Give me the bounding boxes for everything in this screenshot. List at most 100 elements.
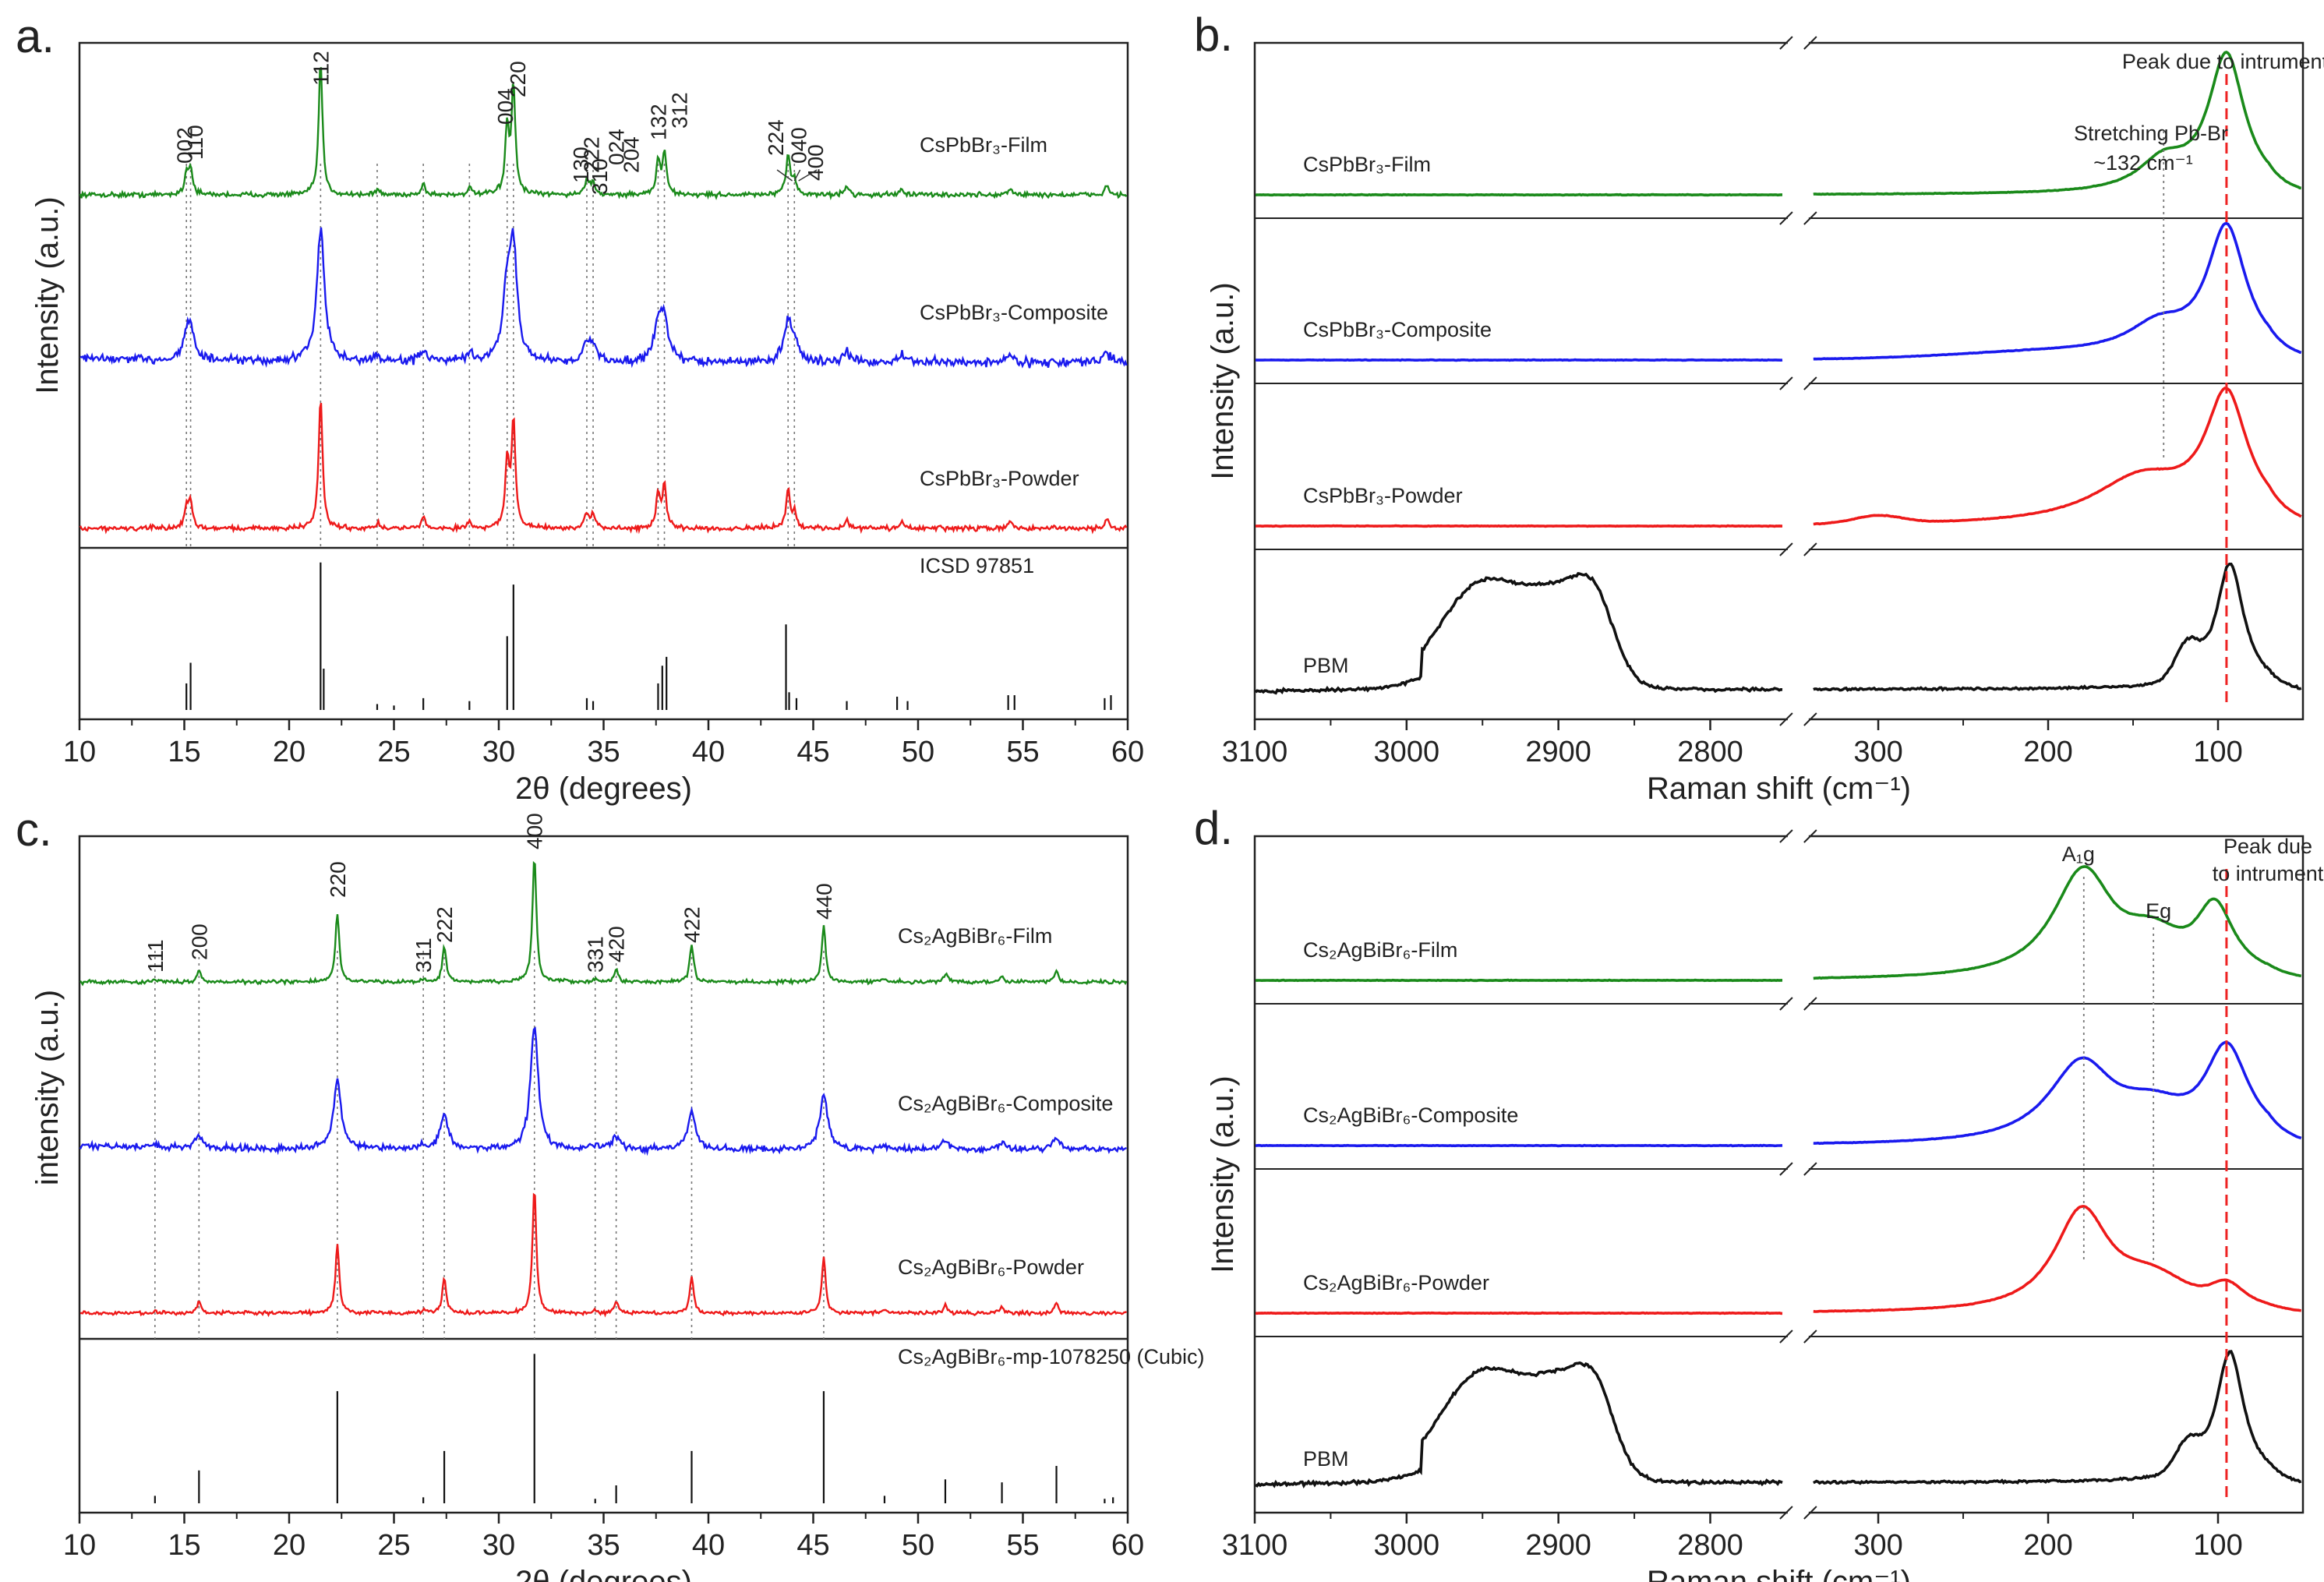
label-leader: [776, 169, 793, 182]
series-label: Cs₂AgBiBr₆-Film: [898, 924, 1052, 948]
series-label: CsPbBr₃-Composite: [920, 301, 1108, 324]
series-line-left: [1255, 1311, 1783, 1315]
peak-index-label: 400: [523, 813, 547, 849]
series-label: PBM: [1303, 654, 1349, 677]
x-tick-label: 10: [63, 736, 96, 768]
x-tick-label: 300: [1853, 1529, 1902, 1562]
peak-index-label: 331: [584, 936, 608, 973]
series-line-left: [1255, 192, 1782, 197]
x-axis-label: 2θ (degrees): [515, 772, 692, 806]
series-line: [79, 1026, 1127, 1156]
x-tick-label: 3100: [1222, 1529, 1288, 1562]
peak-index-label: 222: [579, 136, 603, 173]
x-tick-label: 20: [273, 736, 306, 768]
x-tick-label: 35: [587, 736, 620, 768]
x-tick-label: 2800: [1677, 1529, 1743, 1562]
axis-break-mark: [1779, 376, 1793, 390]
series-line-right: [1813, 1040, 2302, 1146]
x-axis-label: Raman shift (cm⁻¹): [1647, 772, 1911, 806]
axis-break-mark: [1803, 211, 1817, 225]
xrd-panel: CsPbBr₃-Film CsPbBr₃-Composite CsPbBr₃-Pow…: [16, 10, 1144, 806]
peak-index-label: 112: [309, 51, 333, 86]
peak-index-label: 220: [506, 61, 530, 97]
panel-label: c.: [16, 803, 52, 856]
series-label: Cs₂AgBiBr₆-Composite: [898, 1092, 1113, 1115]
axis-break-mark: [1803, 829, 1817, 843]
series-label: Cs₂AgBiBr₆-Composite: [1303, 1104, 1518, 1127]
x-tick-label: 45: [796, 736, 829, 768]
x-tick-label: 40: [692, 1529, 725, 1562]
x-tick-label: 200: [2023, 1529, 2072, 1562]
panel-label: a.: [16, 10, 55, 62]
instrument-annotation: Peak due to intrument: [2122, 50, 2324, 73]
series-label: Cs₂AgBiBr₆-Powder: [898, 1255, 1084, 1279]
x-tick-label: 45: [796, 1529, 829, 1562]
peak-index-label: 110: [183, 125, 207, 160]
series-line-right: [1813, 51, 2301, 196]
peak-index-label: 200: [187, 923, 211, 960]
peak-index-label: 311: [411, 938, 436, 973]
x-tick-label: 60: [1111, 1529, 1144, 1562]
axis-break-gap: [1787, 34, 1809, 729]
axis-break-mark: [1779, 542, 1793, 556]
peak-index-label: 224: [764, 119, 788, 156]
peak-index-label: 440: [812, 883, 836, 920]
y-axis-label: Intensity (a.u.): [1206, 282, 1240, 479]
peak-index-label: 024: [605, 129, 629, 165]
series-line-left: [1255, 358, 1783, 362]
x-tick-label: 20: [273, 1529, 306, 1562]
axis-break-mark: [1779, 1506, 1793, 1520]
axis-break-mark: [1803, 36, 1817, 50]
axis-break-mark: [1803, 542, 1817, 556]
stretch-annotation: Stretching Pb-Br: [2074, 122, 2228, 145]
raman-panel: Cs₂AgBiBr₆-Film Cs₂AgBiBr₆-Composite Cs₂Ag…: [1194, 802, 2324, 1582]
series-label: CsPbBr₃-Film: [1303, 153, 1431, 176]
axis-break-mark: [1779, 997, 1793, 1011]
series-line-left: [1255, 978, 1782, 983]
x-tick-label: 3000: [1374, 736, 1440, 768]
x-tick-label: 50: [902, 736, 934, 768]
series-label: PBM: [1303, 1447, 1349, 1471]
x-tick-label: 100: [2193, 1529, 2242, 1562]
x-tick-label: 50: [902, 1529, 934, 1562]
x-tick-label: 55: [1006, 1529, 1039, 1562]
axis-break-mark: [1803, 712, 1817, 726]
x-tick-label: 25: [377, 736, 410, 768]
label-leader: [798, 169, 818, 182]
a1g-annotation: A₁g: [2062, 842, 2095, 866]
peak-index-label: 132: [646, 104, 670, 140]
series-line-right: [1813, 221, 2302, 361]
stretch-value-annotation: ~132 cm⁻¹: [2093, 151, 2193, 175]
series-label: CsPbBr₃-Film: [920, 133, 1047, 157]
axis-break-mark: [1803, 997, 1817, 1011]
axis-break-mark: [1803, 1162, 1817, 1176]
axis-break-mark: [1779, 36, 1793, 50]
series-label: CsPbBr₃-Powder: [920, 467, 1079, 490]
plot-frame: [1253, 41, 2305, 721]
series-line: [79, 860, 1128, 987]
y-axis-label: intensity (a.u.): [30, 990, 65, 1185]
peak-index-label: 004: [493, 88, 517, 125]
x-tick-label: 2800: [1677, 736, 1743, 768]
axis-break-mark: [1779, 829, 1793, 843]
x-tick-label: 2900: [1525, 736, 1591, 768]
x-tick-label: 2900: [1525, 1529, 1591, 1562]
x-tick-label: 10: [63, 1529, 96, 1562]
series-label: CsPbBr₃-Composite: [1303, 318, 1492, 341]
x-tick-label: 30: [482, 736, 515, 768]
series-label: Cs₂AgBiBr₆-Film: [1303, 938, 1457, 962]
x-tick-label: 300: [1853, 736, 1902, 768]
peak-index-label: 400: [804, 144, 828, 181]
x-tick-label: 100: [2193, 736, 2242, 768]
x-tick-label: 25: [377, 1529, 410, 1562]
instrument-annotation-line1: Peak due: [2223, 835, 2312, 858]
axis-break-mark: [1803, 376, 1817, 390]
series-line-right: [1813, 387, 2302, 526]
peak-index-label: 111: [143, 939, 168, 973]
x-tick-label: 40: [692, 736, 725, 768]
plot-frame: [1253, 835, 2305, 1514]
series-line-right: [1813, 1205, 2301, 1313]
x-tick-label: 60: [1111, 736, 1144, 768]
series-line-left: [1255, 1361, 1783, 1488]
